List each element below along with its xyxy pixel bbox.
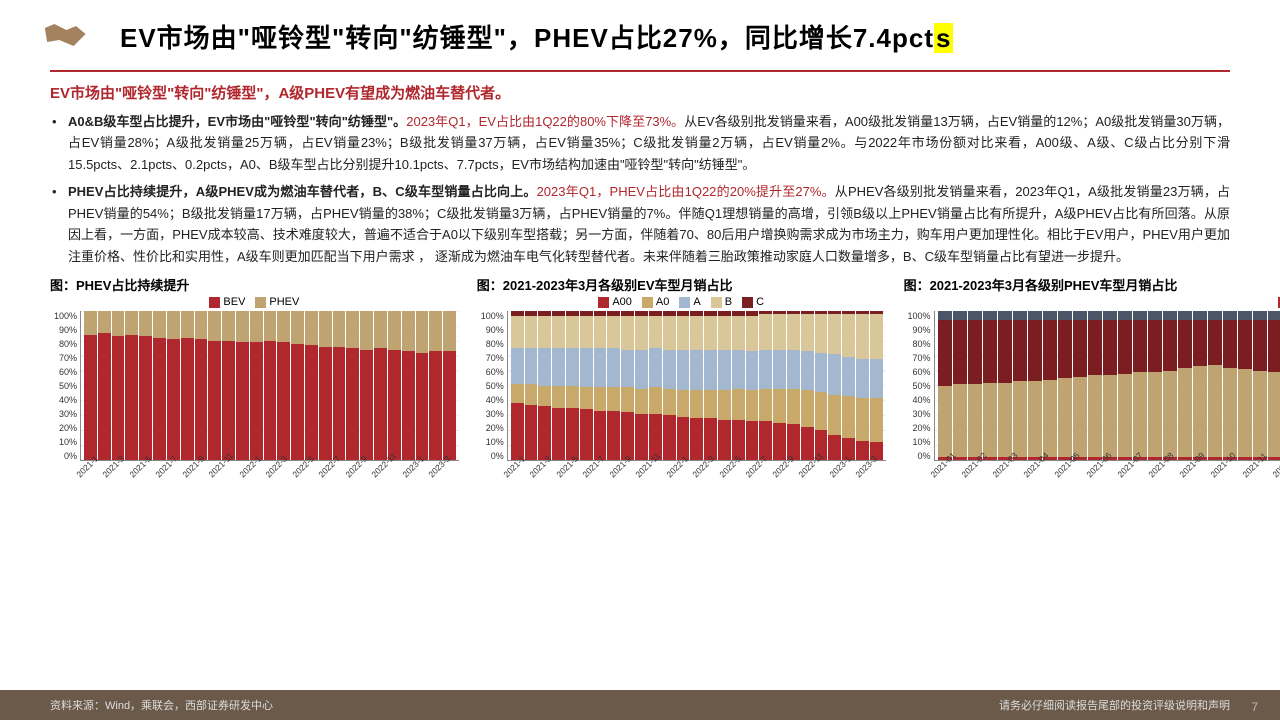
bullet-list: A0&B级车型占比提升，EV市场由"哑铃型"转向"纺锤型"。2023年Q1，EV… (50, 111, 1230, 267)
footer-source: 资料来源：Wind，乘联会，西部证券研发中心 (50, 697, 273, 713)
chart3-yaxis: 100%90%80%70%60%50%40%30%20%10%0% (904, 311, 934, 461)
title-text: EV市场由"哑铃型"转向"纺锤型"，PHEV占比27%，同比增长7.4pct (120, 23, 934, 53)
chart3-area: 100%90%80%70%60%50%40%30%20%10%0% (904, 311, 1280, 461)
charts-row: 图：PHEV占比持续提升 BEVPHEV 100%90%80%70%60%50%… (0, 275, 1280, 471)
footer: 资料来源：Wind，乘联会，西部证券研发中心 请务必仔细阅读报告尾部的投资评级说… (0, 690, 1280, 720)
logo-icon (40, 16, 88, 56)
bullet2-lead: PHEV占比持续提升，A级PHEV成为燃油车替代者，B、C级车型销量占比向上。 (68, 184, 537, 199)
chart-1: 图：PHEV占比持续提升 BEVPHEV 100%90%80%70%60%50%… (50, 275, 459, 471)
chart3-legend: A0ABC (904, 296, 1280, 308)
bullet-1: A0&B级车型占比提升，EV市场由"哑铃型"转向"纺锤型"。2023年Q1，EV… (50, 111, 1230, 175)
chart1-plot (80, 311, 459, 461)
bullet1-red: 2023年Q1，EV占比由1Q22的80%下降至73%。 (406, 114, 684, 129)
chart2-legend: A00A0ABC (477, 296, 886, 308)
body: EV市场由"哑铃型"转向"纺锤型"，A级PHEV有望成为燃油车替代者。 A0&B… (0, 82, 1280, 267)
chart2-area: 100%90%80%70%60%50%40%30%20%10%0% (477, 311, 886, 461)
chart1-xaxis: 2021-12021-32021-52021-72021-92021-11202… (80, 461, 459, 471)
bullet1-lead: A0&B级车型占比提升，EV市场由"哑铃型"转向"纺锤型"。 (68, 114, 406, 129)
slide: EV市场由"哑铃型"转向"纺锤型"，PHEV占比27%，同比增长7.4pcts … (0, 0, 1280, 720)
chart1-area: 100%90%80%70%60%50%40%30%20%10%0% (50, 311, 459, 461)
bullet-2: PHEV占比持续提升，A级PHEV成为燃油车替代者，B、C级车型销量占比向上。2… (50, 181, 1230, 267)
chart-3: 图：2021-2023年3月各级别PHEV车型月销占比 A0ABC 100%90… (904, 275, 1280, 471)
title-highlight: s (934, 23, 953, 53)
chart2-title: 图：2021-2023年3月各级别EV车型月销占比 (477, 275, 886, 294)
page-title: EV市场由"哑铃型"转向"纺锤型"，PHEV占比27%，同比增长7.4pcts (120, 18, 953, 55)
header: EV市场由"哑铃型"转向"纺锤型"，PHEV占比27%，同比增长7.4pcts (0, 0, 1280, 64)
chart-2: 图：2021-2023年3月各级别EV车型月销占比 A00A0ABC 100%9… (477, 275, 886, 471)
chart2-plot (507, 311, 886, 461)
chart1-title: 图：PHEV占比持续提升 (50, 275, 459, 294)
bullet2-red: 2023年Q1，PHEV占比由1Q22的20%提升至27%。 (537, 184, 835, 199)
divider (50, 70, 1230, 72)
chart2-yaxis: 100%90%80%70%60%50%40%30%20%10%0% (477, 311, 507, 461)
chart3-title: 图：2021-2023年3月各级别PHEV车型月销占比 (904, 275, 1280, 294)
chart1-legend: BEVPHEV (50, 296, 459, 308)
chart2-xaxis: 2021-12021-32021-52021-72021-92021-11202… (507, 461, 886, 471)
page-number: 7 (1251, 700, 1258, 714)
chart3-plot (934, 311, 1280, 461)
chart3-xaxis: 2021-012021-022021-032021-042021-052021-… (934, 461, 1280, 471)
subheading: EV市场由"哑铃型"转向"纺锤型"，A级PHEV有望成为燃油车替代者。 (50, 82, 1230, 103)
chart1-yaxis: 100%90%80%70%60%50%40%30%20%10%0% (50, 311, 80, 461)
footer-disclaimer: 请务必仔细阅读报告尾部的投资评级说明和声明 (999, 697, 1230, 713)
